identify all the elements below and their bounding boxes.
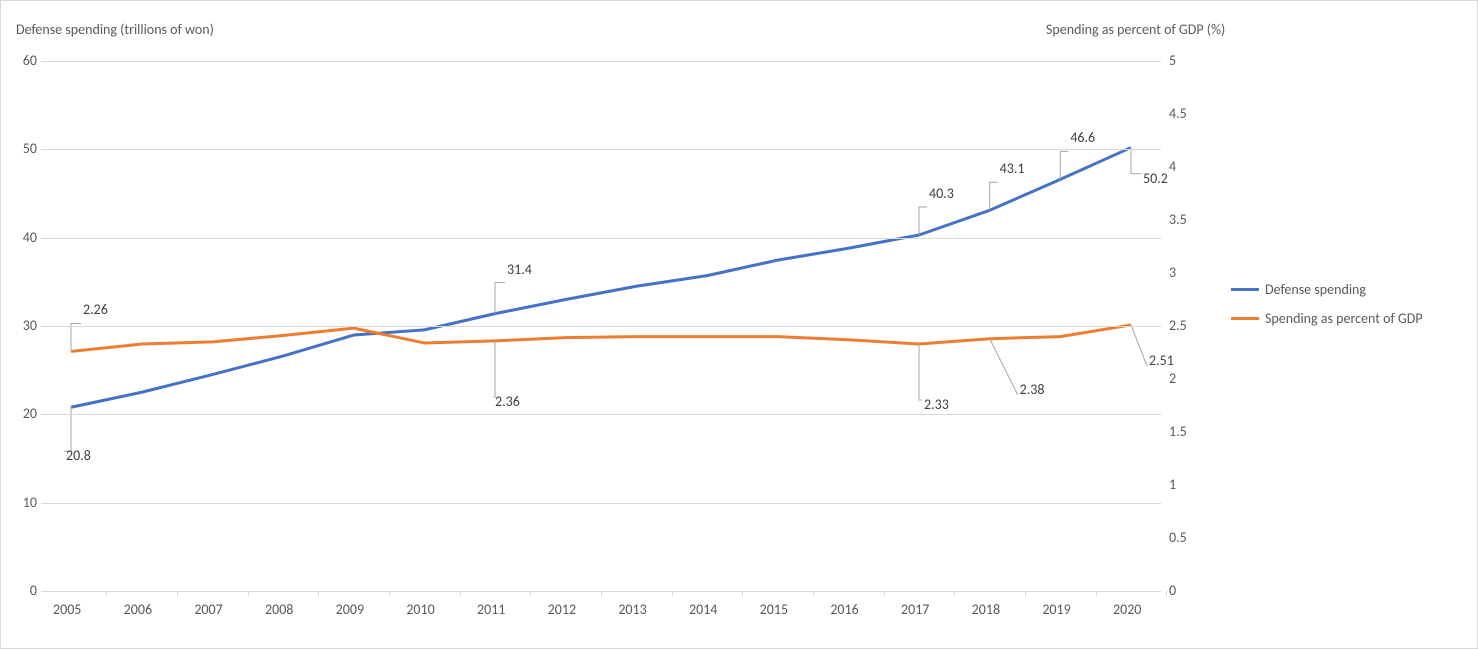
x-tick	[1096, 591, 1097, 596]
x-tick-label: 2010	[406, 601, 434, 618]
series-line	[71, 148, 1131, 408]
data-label: 2.26	[83, 301, 108, 318]
leader-line	[990, 339, 1018, 395]
x-tick-label: 2020	[1113, 601, 1141, 618]
x-tick	[248, 591, 249, 596]
x-tick	[813, 591, 814, 596]
legend-label: Spending as percent of GDP	[1265, 310, 1423, 327]
x-tick-label: 2009	[336, 601, 364, 618]
legend-swatch	[1231, 317, 1259, 320]
leader-line	[1131, 325, 1147, 366]
data-label: 2.36	[495, 393, 520, 410]
leader-line	[919, 207, 927, 235]
x-tick	[672, 591, 673, 596]
data-label: 46.6	[1070, 129, 1095, 146]
x-tick	[36, 591, 37, 596]
y-right-tick-label: 0	[1169, 582, 1176, 599]
gridline	[41, 503, 1161, 504]
y-right-tick-label: 0.5	[1169, 529, 1187, 546]
leader-line	[493, 341, 495, 397]
y-right-tick-label: 4.5	[1169, 105, 1187, 122]
y-right-tick-label: 1	[1169, 476, 1176, 493]
data-label: 2.51	[1149, 352, 1174, 369]
leader-line	[71, 323, 81, 351]
x-tick	[884, 591, 885, 596]
y-right-tick-label: 1.5	[1169, 423, 1187, 440]
y-right-tick-label: 2.5	[1169, 317, 1187, 334]
gridline	[41, 238, 1161, 239]
y-left-tick-label: 20	[13, 405, 37, 422]
defense-spending-chart: Defense spending (trillions of won) Spen…	[0, 0, 1478, 649]
x-tick	[954, 591, 955, 596]
x-tick	[742, 591, 743, 596]
series-line	[71, 325, 1131, 352]
x-tick-label: 2006	[124, 601, 152, 618]
leader-line	[495, 283, 505, 314]
x-tick	[389, 591, 390, 596]
y-left-tick-label: 60	[13, 52, 37, 69]
legend-label: Defense spending	[1265, 281, 1366, 298]
data-label: 50.2	[1143, 170, 1168, 187]
x-tick	[530, 591, 531, 596]
data-label: 40.3	[929, 185, 954, 202]
x-tick	[1025, 591, 1026, 596]
leader-line	[1131, 148, 1141, 174]
x-tick-label: 2005	[53, 601, 81, 618]
x-tick-label: 2016	[830, 601, 858, 618]
chart-legend: Defense spending Spending as percent of G…	[1231, 281, 1423, 339]
x-tick-label: 2018	[972, 601, 1000, 618]
data-label: 2.38	[1020, 381, 1045, 398]
x-tick	[318, 591, 319, 596]
x-tick-label: 2014	[689, 601, 717, 618]
y-left-tick-label: 40	[13, 229, 37, 246]
data-label: 31.4	[507, 261, 532, 278]
y-left-tick-label: 50	[13, 140, 37, 157]
y-right-tick-label: 3.5	[1169, 211, 1187, 228]
y-left-tick-label: 30	[13, 317, 37, 334]
y-right-tick-label: 3	[1169, 264, 1176, 281]
leader-line	[919, 344, 922, 400]
y-right-tick-label: 5	[1169, 52, 1176, 69]
gridline	[41, 326, 1161, 327]
legend-item: Defense spending	[1231, 281, 1423, 298]
data-label: 43.1	[1000, 160, 1025, 177]
x-tick	[1166, 591, 1167, 596]
y-right-tick-label: 2	[1169, 370, 1176, 387]
gridline	[41, 61, 1161, 62]
y-left-tick-label: 10	[13, 494, 37, 511]
x-tick-label: 2017	[901, 601, 929, 618]
gridline	[41, 414, 1161, 415]
x-tick	[601, 591, 602, 596]
y-left-tick-label: 0	[13, 582, 37, 599]
x-tick-label: 2013	[618, 601, 646, 618]
x-tick	[177, 591, 178, 596]
data-label: 20.8	[66, 447, 91, 464]
x-tick-label: 2007	[194, 601, 222, 618]
x-tick-label: 2012	[548, 601, 576, 618]
legend-item: Spending as percent of GDP	[1231, 310, 1423, 327]
legend-swatch	[1231, 288, 1259, 291]
x-tick	[106, 591, 107, 596]
x-tick-label: 2011	[477, 601, 505, 618]
gridline	[41, 149, 1161, 150]
data-label: 2.33	[924, 396, 949, 413]
x-tick-label: 2019	[1042, 601, 1070, 618]
x-tick	[460, 591, 461, 596]
x-tick-label: 2008	[265, 601, 293, 618]
x-tick-label: 2015	[760, 601, 788, 618]
y-right-tick-label: 4	[1169, 158, 1176, 175]
